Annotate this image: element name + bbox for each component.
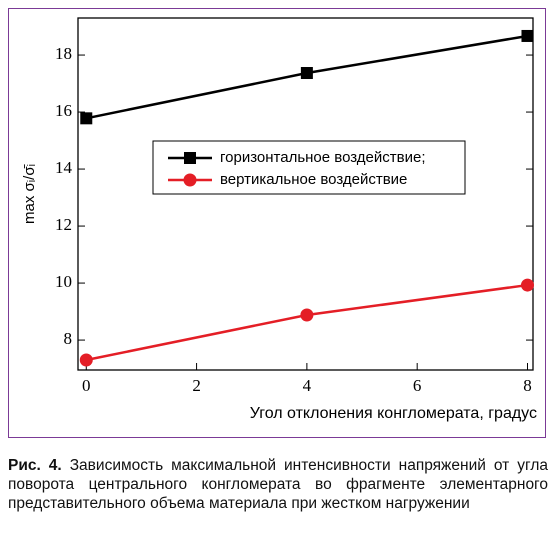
x-tick-label: 4 <box>303 376 312 395</box>
marker <box>520 278 534 292</box>
legend-label: вертикальное воздействие <box>220 171 407 188</box>
marker <box>300 67 313 80</box>
y-tick-label: 10 <box>55 272 72 291</box>
marker <box>521 29 534 42</box>
caption-text: Зависимость максимальной интенсивности н… <box>8 457 548 512</box>
legend-label: горизонтальное воздействие; <box>220 149 426 166</box>
x-tick-label: 0 <box>82 376 91 395</box>
x-tick-label: 8 <box>523 376 532 395</box>
y-tick-label: 18 <box>55 44 72 63</box>
x-tick-label: 6 <box>413 376 422 395</box>
marker <box>80 112 93 125</box>
caption: Рис. 4. Зависимость максимальной интенси… <box>8 456 548 513</box>
y-tick-label: 16 <box>55 101 72 120</box>
caption-label: Рис. 4. <box>8 457 62 474</box>
series-line <box>86 283 528 362</box>
y-axis-label: max σᵢ/σ̄ᵢ <box>21 164 38 224</box>
y-tick-label: 14 <box>55 158 73 177</box>
marker <box>184 152 196 164</box>
figure-frame <box>8 8 546 438</box>
y-tick-label: 8 <box>64 329 73 348</box>
plot-area <box>77 17 534 371</box>
y-tick-label: 12 <box>55 215 72 234</box>
marker <box>300 308 314 322</box>
legend <box>152 140 466 195</box>
x-axis-label: Угол отклонения конгломерата, градус <box>250 405 537 422</box>
chart: max σᵢ/σ̄ᵢ Угол отклонения конгломерата,… <box>21 17 537 422</box>
marker <box>183 173 197 187</box>
x-tick-label: 2 <box>192 376 201 395</box>
marker <box>79 353 93 367</box>
